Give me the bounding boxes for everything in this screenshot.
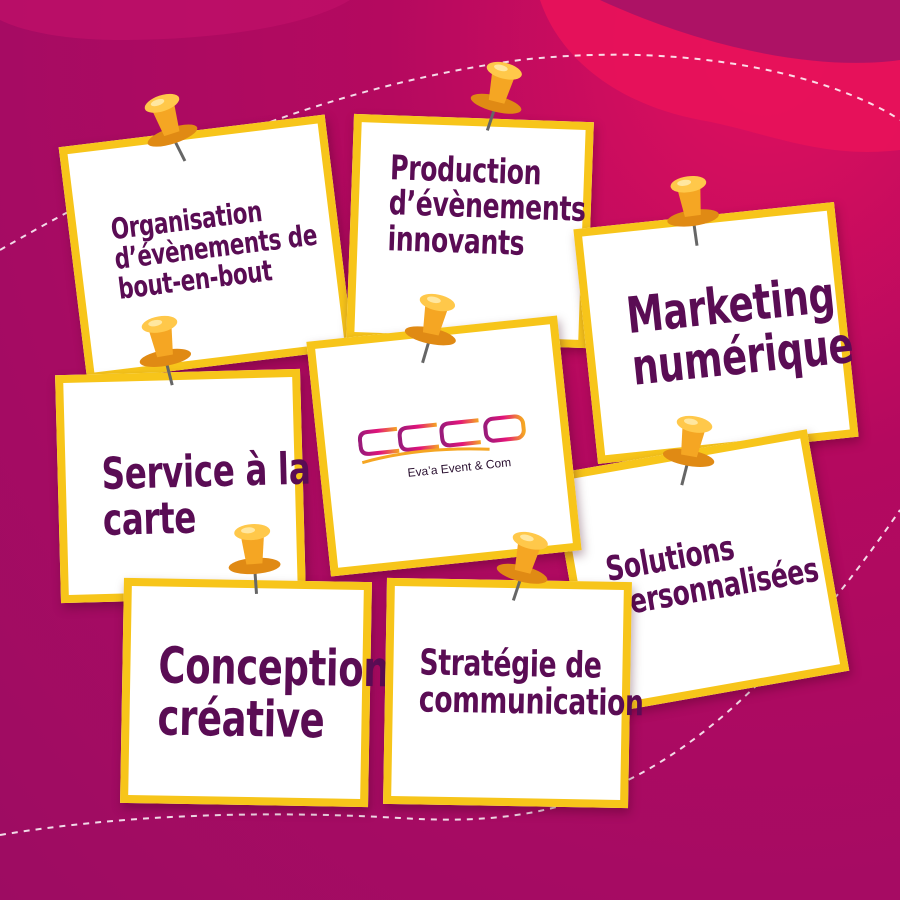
note-organisation-text: Organisation d’évènements de bout-en-bou… <box>109 190 322 306</box>
pushpin-icon <box>496 531 548 601</box>
note-solutions-text: Solutions personnalisées <box>603 517 822 625</box>
pushpin-icon <box>404 293 456 364</box>
note-marketing-text: Marketing numérique <box>624 266 856 397</box>
pushpin-icon <box>139 315 192 386</box>
pushpin-icon <box>228 523 281 595</box>
note-line: Conception <box>157 635 390 698</box>
note-line: communication <box>418 679 644 725</box>
pushpin-icon <box>144 93 198 162</box>
eeco-logo: Eva’a Event & Com <box>324 404 565 488</box>
note-conception: Conception créative <box>120 577 390 808</box>
pushpin-icon <box>662 415 715 486</box>
pushpin-icon <box>470 61 522 131</box>
eeco-wordmark-logo <box>357 414 526 465</box>
pushpin-icon <box>667 175 719 246</box>
note-strategie-text: Stratégie de communication <box>418 642 645 725</box>
note-strategie: Stratégie de communication <box>383 577 644 809</box>
note-conception-text: Conception créative <box>157 635 390 749</box>
note-production: Production d’évènements innovants <box>346 113 594 349</box>
note-line: créative <box>157 687 325 749</box>
note-line: Service à la <box>101 443 311 501</box>
note-logo: Eva’a Event & Com <box>306 315 582 577</box>
note-production-text: Production d’évènements innovants <box>387 148 587 264</box>
